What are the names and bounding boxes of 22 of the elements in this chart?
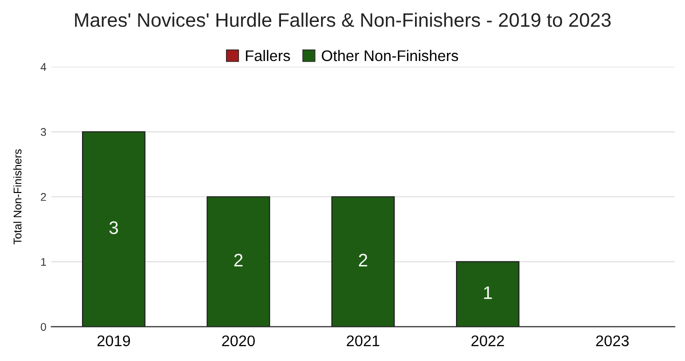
x-tick-label: 2022 [471,335,504,346]
y-tick-label: 1 [41,258,46,266]
y-tick-label: 2 [40,193,46,201]
bar [82,131,146,327]
y-axis-title: Total Non-Finishers [13,149,22,244]
y-tick-label: 4 [40,63,46,71]
legend-label: Fallers [246,50,290,62]
data-label: 3 [109,221,118,234]
x-tick-label: 2023 [596,335,629,346]
legend-label: Other Non-Finishers [322,50,458,62]
bar [331,196,395,327]
data-label: 1 [484,286,492,299]
x-tick-label: 2021 [346,335,380,346]
x-tick-label: 2020 [222,335,255,346]
data-label: 2 [358,254,368,266]
bar [206,196,270,327]
y-tick-label: 0 [40,322,46,331]
y-tick-label: 3 [40,128,46,136]
chart-title: Mares' Novices' Hurdle Fallers & Non-Finishers - 2019 to 2023 [75,12,611,27]
data-label: 2 [234,254,242,266]
bar [456,261,520,327]
x-tick-label: 2019 [97,335,130,346]
